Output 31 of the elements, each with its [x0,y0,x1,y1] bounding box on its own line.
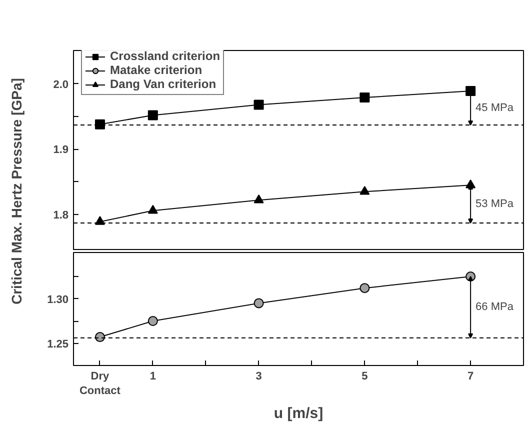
y-tick-label: 1.9 [53,144,69,156]
point [254,194,264,204]
x-tick-label: 7 [468,370,474,382]
point [94,332,105,342]
x-tick-label: 1 [150,370,156,382]
point [148,110,158,120]
point [148,316,158,326]
point [148,204,158,214]
point [94,216,105,225]
x-tick-label: 3 [256,370,262,382]
point [360,186,370,195]
legend-label: Dang Van criterion [110,77,216,91]
y-axis-title: Critical Max. Hertz Pressure [GPa] [8,78,24,305]
legend-label: Crossland criterion [110,49,220,63]
y-tick-label: 2.0 [53,78,69,91]
point [254,298,264,308]
point [360,92,370,103]
annotation: 66 MPa [476,301,514,314]
point [254,100,264,110]
point [94,119,105,130]
x-axis-title: u [m/s] [274,404,324,422]
annotation: 45 MPa [476,102,514,114]
point [466,86,476,96]
y-tick-label: 1.30 [47,294,69,306]
y-tick-label: 1.25 [47,338,69,350]
annotation: 53 MPa [476,198,514,210]
x-tick-label: Dry Contact [80,370,121,397]
x-tick-label: 5 [362,370,368,382]
legend-label: Matake criterion [110,63,202,77]
point [360,283,370,294]
y-tick-label: 1.8 [53,210,69,222]
